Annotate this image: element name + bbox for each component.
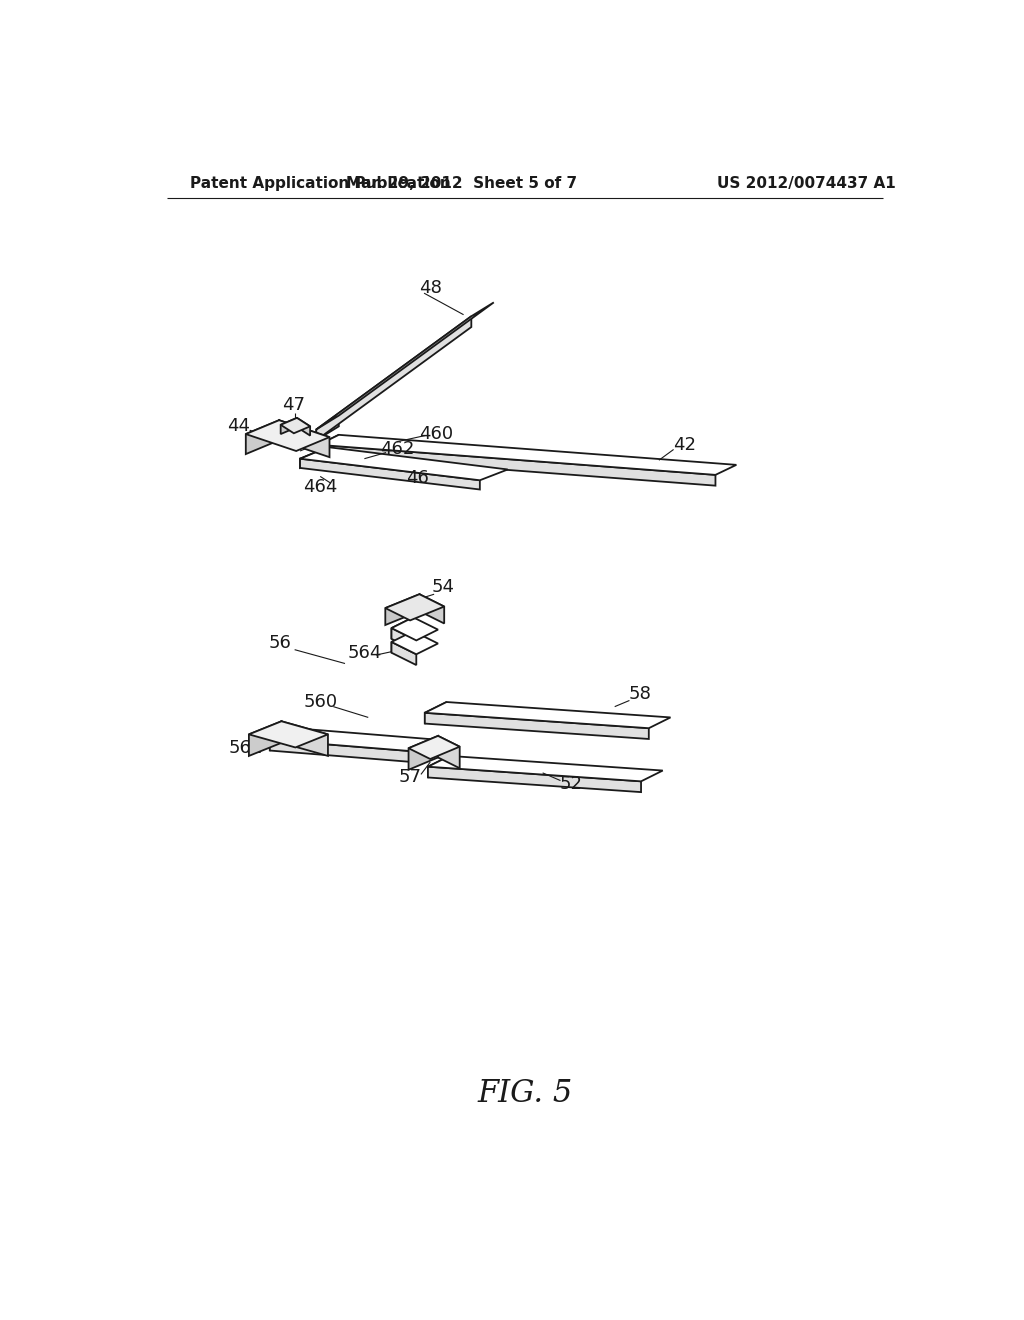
Polygon shape bbox=[318, 434, 736, 475]
Polygon shape bbox=[316, 302, 494, 429]
Polygon shape bbox=[246, 420, 280, 454]
Polygon shape bbox=[385, 594, 444, 620]
Text: 47: 47 bbox=[282, 396, 304, 413]
Polygon shape bbox=[297, 418, 310, 436]
Polygon shape bbox=[420, 594, 444, 623]
Polygon shape bbox=[391, 631, 438, 655]
Polygon shape bbox=[300, 447, 328, 469]
Text: 42: 42 bbox=[673, 436, 696, 454]
Polygon shape bbox=[270, 729, 438, 751]
Polygon shape bbox=[300, 447, 508, 480]
Polygon shape bbox=[318, 434, 339, 455]
Text: 44: 44 bbox=[227, 417, 250, 436]
Text: Patent Application Publication: Patent Application Publication bbox=[190, 177, 451, 191]
Text: 464: 464 bbox=[303, 478, 337, 496]
Polygon shape bbox=[270, 739, 414, 762]
Polygon shape bbox=[425, 702, 446, 723]
Polygon shape bbox=[281, 418, 297, 434]
Polygon shape bbox=[318, 445, 716, 486]
Text: 460: 460 bbox=[420, 425, 454, 444]
Text: 560: 560 bbox=[303, 693, 337, 711]
Polygon shape bbox=[281, 418, 310, 433]
Polygon shape bbox=[316, 416, 339, 441]
Polygon shape bbox=[409, 737, 438, 770]
Polygon shape bbox=[270, 729, 295, 751]
Polygon shape bbox=[438, 737, 460, 768]
Text: 52: 52 bbox=[560, 775, 583, 792]
Polygon shape bbox=[391, 618, 438, 640]
Text: 56: 56 bbox=[268, 635, 292, 652]
Text: 57: 57 bbox=[398, 768, 422, 787]
Polygon shape bbox=[391, 642, 417, 665]
Text: Mar. 29, 2012  Sheet 5 of 7: Mar. 29, 2012 Sheet 5 of 7 bbox=[346, 177, 577, 191]
Polygon shape bbox=[316, 317, 471, 441]
Text: 54: 54 bbox=[431, 578, 455, 597]
Polygon shape bbox=[425, 713, 649, 739]
Polygon shape bbox=[385, 594, 420, 626]
Polygon shape bbox=[409, 737, 460, 759]
Polygon shape bbox=[391, 628, 417, 651]
Polygon shape bbox=[428, 767, 641, 792]
Text: 58: 58 bbox=[628, 685, 651, 704]
Text: 564: 564 bbox=[347, 644, 382, 661]
Text: FIG. 5: FIG. 5 bbox=[477, 1078, 572, 1109]
Polygon shape bbox=[280, 420, 330, 457]
Polygon shape bbox=[428, 756, 663, 781]
Text: 48: 48 bbox=[419, 279, 441, 297]
Text: 462: 462 bbox=[380, 441, 414, 458]
Polygon shape bbox=[249, 721, 328, 747]
Polygon shape bbox=[391, 631, 414, 653]
Text: 46: 46 bbox=[406, 469, 428, 487]
Polygon shape bbox=[246, 420, 330, 451]
Polygon shape bbox=[249, 721, 282, 756]
Polygon shape bbox=[300, 459, 480, 490]
Polygon shape bbox=[282, 721, 328, 756]
Text: US 2012/0074437 A1: US 2012/0074437 A1 bbox=[717, 177, 896, 191]
Polygon shape bbox=[425, 702, 671, 729]
Polygon shape bbox=[391, 618, 414, 639]
Polygon shape bbox=[428, 756, 450, 777]
Text: 562: 562 bbox=[228, 739, 263, 758]
